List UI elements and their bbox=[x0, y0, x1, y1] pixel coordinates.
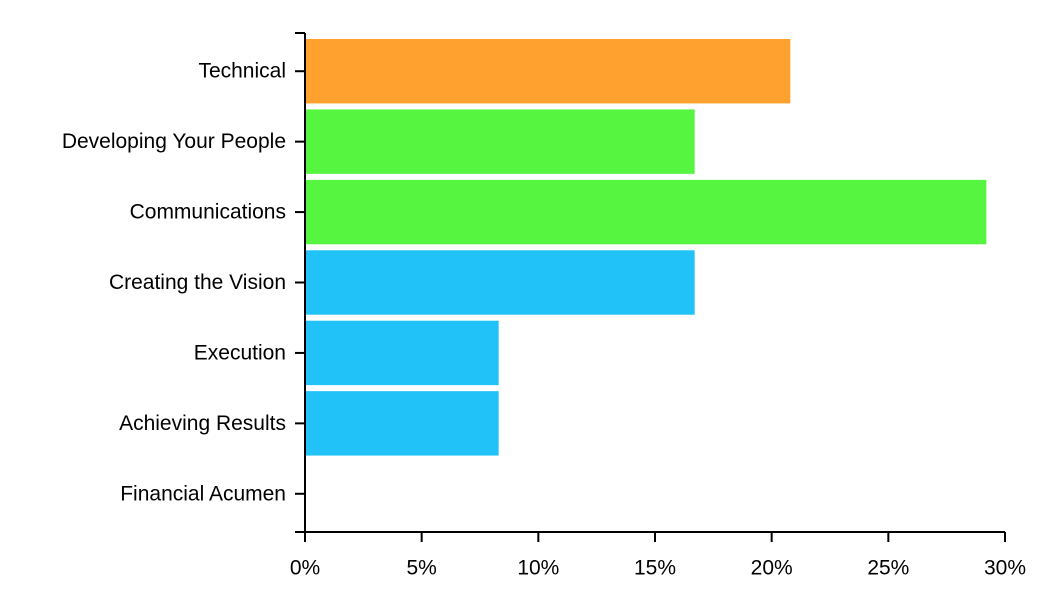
bar-achieving-results bbox=[305, 391, 499, 456]
bar-technical bbox=[305, 39, 791, 104]
x-tick-label: 5% bbox=[406, 557, 436, 580]
x-tick-label: 10% bbox=[517, 557, 559, 580]
category-label-creating-the-vision: Creating the Vision bbox=[109, 271, 286, 294]
category-label-developing-your-people: Developing Your People bbox=[62, 130, 286, 153]
x-tick-label: 20% bbox=[751, 557, 793, 580]
bar-communications bbox=[305, 179, 987, 245]
bar-developing-your-people bbox=[305, 109, 695, 174]
bar-creating-the-vision bbox=[305, 250, 695, 315]
x-tick-label: 15% bbox=[634, 557, 676, 580]
category-label-communications: Communications bbox=[130, 201, 286, 224]
x-axis-ticks: 0% 5% 10% 15% 20% 25% 30% bbox=[290, 532, 1026, 580]
x-tick-label: 25% bbox=[867, 557, 909, 580]
category-label-technical: Technical bbox=[198, 60, 286, 83]
bar-execution bbox=[305, 320, 499, 386]
bars-group bbox=[305, 39, 987, 456]
x-tick-label: 30% bbox=[984, 557, 1026, 580]
category-label-achieving-results: Achieving Results bbox=[119, 412, 286, 435]
category-labels: Technical Developing Your People Communica… bbox=[62, 60, 286, 506]
x-tick-label: 0% bbox=[290, 557, 320, 580]
category-label-execution: Execution bbox=[194, 341, 286, 364]
y-axis-ticks bbox=[295, 32, 305, 533]
category-label-financial-acumen: Financial Acumen bbox=[120, 482, 286, 505]
